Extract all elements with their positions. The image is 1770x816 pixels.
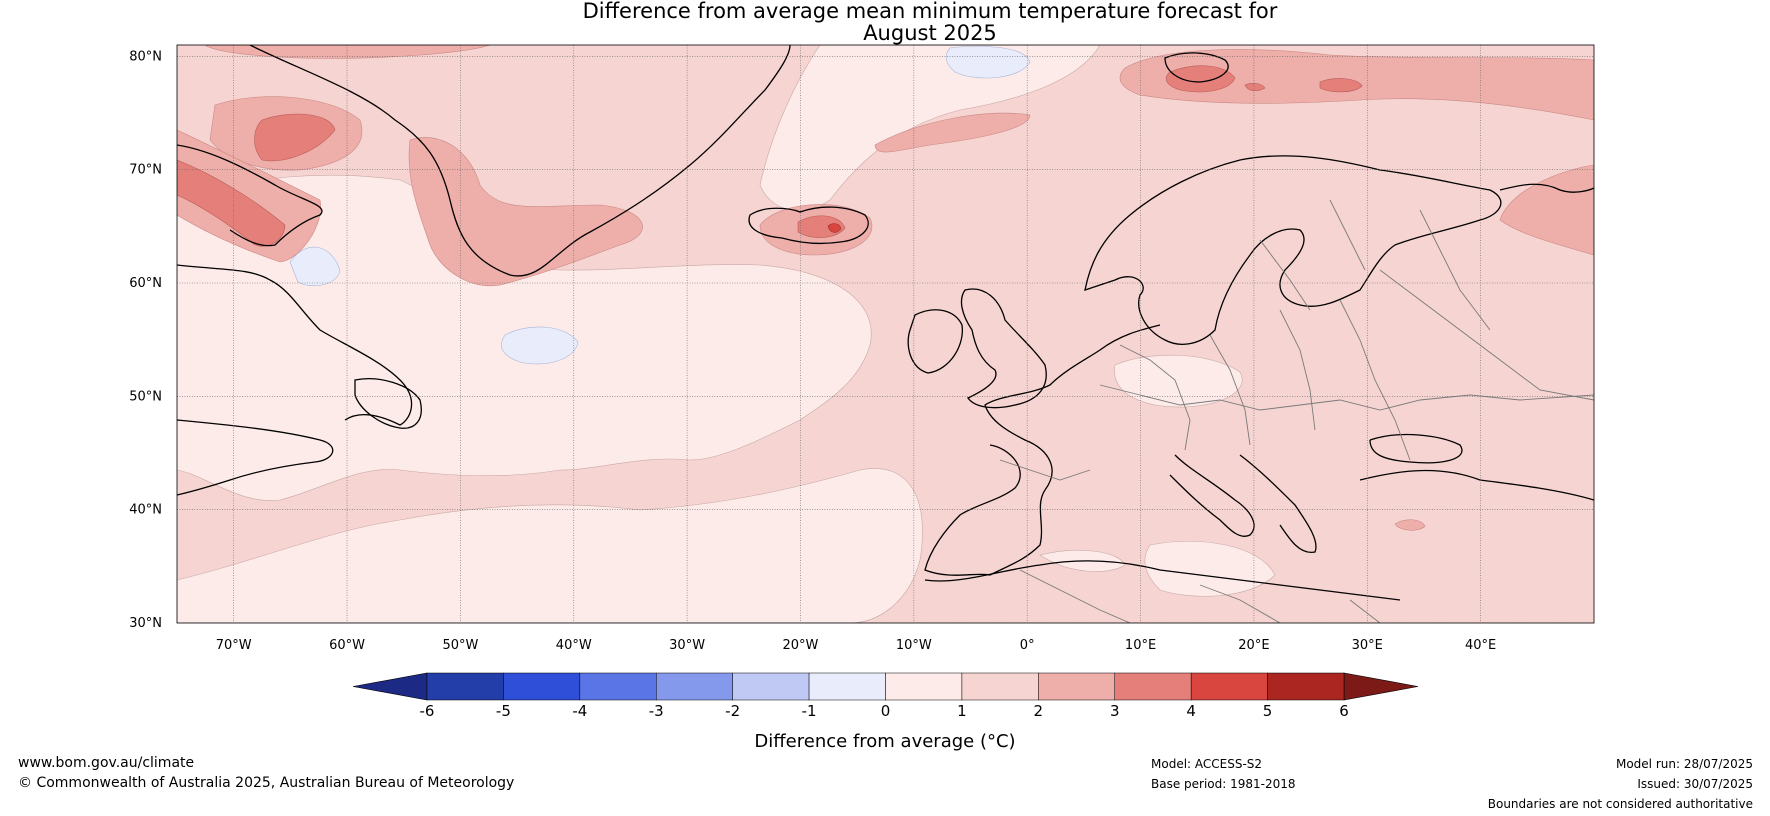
- longitude-tick-label: 0°: [1020, 638, 1035, 653]
- longitude-tick-label: 10°W: [896, 638, 932, 653]
- colorbar-label: Difference from average (°C): [754, 731, 1015, 752]
- anomaly-region-3-4-canada: [177, 159, 286, 247]
- longitude-tick-label: 10°E: [1125, 638, 1156, 653]
- colorbar-tick-label: -4: [572, 702, 587, 720]
- anomaly-region-2-3-greenland: [408, 137, 643, 287]
- anomaly-region-2-3-arctic-north: [204, 45, 491, 59]
- latitude-tick-label: 30°N: [129, 616, 162, 631]
- map-panel: [177, 45, 1594, 623]
- anomaly-region-4-5-iceland: [827, 223, 842, 233]
- anomaly-region-3-4-baffin: [254, 113, 336, 162]
- colorbar-tick-label: 5: [1263, 702, 1273, 720]
- anomaly-region-3-4-svalbard: [1165, 65, 1363, 93]
- anomaly-region-below-average-labrador: [289, 246, 341, 286]
- anomaly-region-2-3-aegean: [1394, 519, 1426, 531]
- anomaly-region-0-1-central-europe: [1114, 354, 1243, 408]
- anomaly-region-0-1-south: [177, 468, 923, 623]
- anomaly-region-below-average-atlantic: [501, 326, 579, 365]
- colorbar-tick-label: -6: [420, 702, 435, 720]
- disclaimer-text: Boundaries are not considered authoritat…: [1487, 797, 1753, 811]
- longitude-tick-label: 50°W: [442, 638, 478, 653]
- colorbar-tick-label: 1: [957, 702, 967, 720]
- longitude-tick-label: 60°W: [329, 638, 365, 653]
- latitude-tick-label: 80°N: [129, 49, 162, 64]
- website-text: www.bom.gov.au/climate: [18, 755, 195, 771]
- colorbar-tick-label: -1: [802, 702, 817, 720]
- longitude-tick-label: 40°W: [556, 638, 592, 653]
- colorbar-tick-label: 3: [1110, 702, 1120, 720]
- colorbar: -6 -5 -4 -3 -2 -1 0 1 2 3 4 5 6: [352, 672, 1419, 720]
- coastline-ireland: [907, 309, 963, 374]
- colorbar-bin: [885, 672, 963, 701]
- coastline-labrador: [177, 264, 413, 426]
- graticule: [177, 45, 1594, 623]
- coastline-newfoundland: [354, 378, 422, 429]
- colorbar-tick-label: 6: [1339, 702, 1349, 720]
- border-lines-europe: [999, 199, 1594, 623]
- base-period-text: Base period: 1981-2018: [1151, 777, 1296, 791]
- colorbar-bin: [579, 672, 657, 701]
- coastline-italy: [1169, 454, 1255, 537]
- latitude-tick-label: 70°N: [129, 163, 162, 178]
- coastline-baffin-island: [177, 144, 323, 247]
- map-title-line-1: Difference from average mean minimum tem…: [582, 0, 1278, 23]
- colorbar-tick-label: -5: [496, 702, 511, 720]
- coastline-turkey-black-sea: [1359, 433, 1594, 501]
- colorbar-bin: [961, 672, 1039, 701]
- colorbar-bin: [1190, 672, 1268, 701]
- longitude-tick-label: 20°W: [783, 638, 819, 653]
- map-title-line-2: August 2025: [863, 21, 997, 45]
- colorbar-bin: [503, 672, 581, 701]
- colorbar-tick-label: 4: [1186, 702, 1196, 720]
- colorbar-tick-label: -3: [649, 702, 664, 720]
- copyright-text: © Commonwealth of Australia 2025, Austra…: [18, 775, 515, 791]
- colorbar-bin: [1267, 672, 1345, 701]
- coastline-balkans: [1239, 454, 1317, 553]
- national-borders: [999, 199, 1594, 623]
- latitude-tick-labels: 80°N 70°N 60°N 50°N 40°N 30°N: [129, 49, 162, 631]
- coastlines: [177, 45, 1594, 601]
- coastline-greenland: [249, 45, 791, 277]
- coastline-north-africa: [924, 560, 1401, 601]
- coastline-iceland: [748, 206, 869, 245]
- colorbar-bin: [1038, 672, 1116, 701]
- coastline-great-britain: [960, 288, 1047, 409]
- coastline-svalbard: [1164, 52, 1229, 83]
- anomaly-region-2-3-svalbard-sea: [1119, 49, 1594, 256]
- model-run-text: Model run: 28/07/2025: [1615, 757, 1753, 771]
- colorbar-bin: [426, 672, 504, 701]
- latitude-tick-label: 60°N: [129, 276, 162, 291]
- latitude-tick-label: 50°N: [129, 389, 162, 404]
- colorbar-bin: [732, 672, 810, 701]
- coastline-scandinavia: [1084, 155, 1502, 345]
- longitude-tick-label: 40°E: [1465, 638, 1496, 653]
- colorbar-tick-label: -2: [725, 702, 740, 720]
- colorbar-bin: [808, 672, 886, 701]
- issued-text: Issued: 30/07/2025: [1637, 777, 1753, 791]
- colorbar-under-arrow: [352, 672, 428, 701]
- colorbar-tick-label: 0: [881, 702, 891, 720]
- coastline-western-europe: [984, 324, 1161, 491]
- longitude-tick-labels: 70°W 60°W 50°W 40°W 30°W 20°W 10°W 0° 10°E 20°E 30…: [216, 638, 1497, 653]
- coastline-nova-scotia: [177, 419, 334, 496]
- colorbar-bin: [1114, 672, 1192, 701]
- anomaly-region-0-1-arctic: [759, 45, 1101, 211]
- model-text: Model: ACCESS-S2: [1151, 757, 1263, 771]
- map-frame: [176, 44, 1595, 624]
- anomaly-region-2-3-norwegian-sea: [874, 112, 1031, 153]
- colorbar-tick-label: 2: [1034, 702, 1044, 720]
- colorbar-over-arrow: [1343, 672, 1419, 701]
- coastline-russia-arctic: [1499, 183, 1594, 193]
- longitude-tick-label: 70°W: [216, 638, 252, 653]
- latitude-tick-label: 40°N: [129, 503, 162, 518]
- longitude-tick-label: 30°E: [1352, 638, 1383, 653]
- anomaly-region-below-average-arctic: [946, 45, 1031, 79]
- longitude-tick-label: 30°W: [669, 638, 705, 653]
- coastline-iberia: [924, 444, 1046, 576]
- longitude-tick-label: 20°E: [1238, 638, 1269, 653]
- colorbar-bin: [656, 672, 733, 701]
